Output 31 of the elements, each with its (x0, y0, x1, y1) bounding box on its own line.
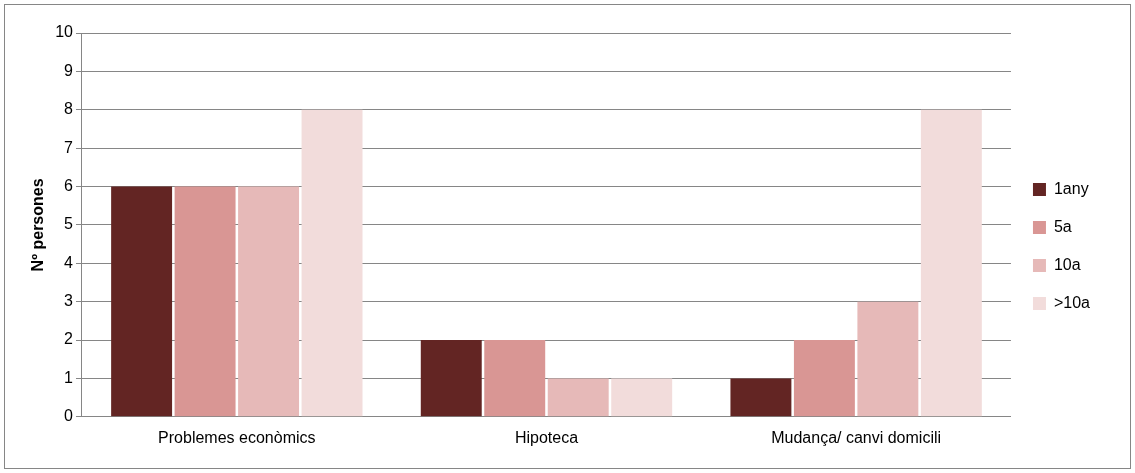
bar (793, 340, 855, 417)
legend-label: 5a (1053, 217, 1072, 235)
y-tick-label: 7 (64, 138, 74, 156)
bar (420, 340, 482, 417)
bar (484, 340, 546, 417)
y-axis-title: Nº persones (29, 178, 47, 272)
y-tick-label: 10 (55, 23, 74, 41)
bar (857, 301, 919, 417)
bar (238, 186, 300, 417)
legend-label: 10a (1053, 255, 1081, 273)
x-tick-label: Mudança/ canvi domicili (771, 428, 942, 446)
bar (174, 186, 236, 417)
legend-label: >10a (1053, 293, 1091, 311)
bar (920, 109, 982, 417)
x-tick-label: Hipoteca (514, 428, 579, 446)
y-tick-label: 5 (64, 215, 74, 233)
y-tick-label: 8 (64, 100, 74, 118)
y-tick-label: 4 (64, 253, 74, 271)
bar (547, 378, 609, 417)
x-tick-label: Problemes econòmics (158, 428, 316, 446)
y-tick-label: 6 (64, 176, 74, 194)
y-tick-label: 9 (64, 61, 74, 79)
y-tick-label: 0 (64, 407, 74, 425)
bar (111, 186, 173, 417)
y-tick-label: 1 (64, 368, 74, 386)
legend-label: 1any (1053, 179, 1089, 197)
y-tick-label: 2 (64, 330, 74, 348)
bar (611, 378, 673, 417)
y-tick-label: 3 (64, 292, 74, 310)
bar (730, 378, 792, 417)
bar (301, 109, 363, 417)
